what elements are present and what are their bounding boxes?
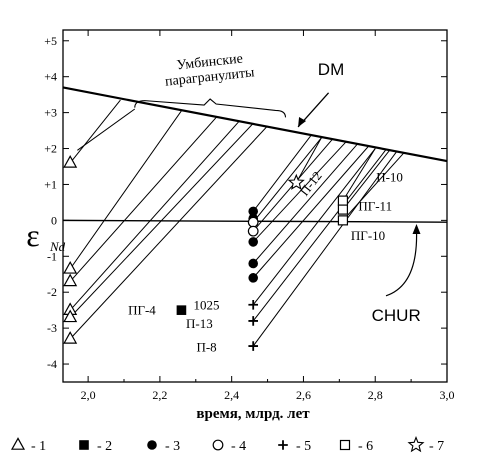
marker-series-3 xyxy=(248,206,259,217)
evolution-line xyxy=(252,148,376,306)
annotation-label: 1025 xyxy=(194,297,220,312)
y-tick-label: +4 xyxy=(44,70,57,84)
axis-ticks: +5 +4 +3 +2 +1 0 -1 -2 -3 -4 2,0 2,2 2,4 2,6 2,8 3,0 xyxy=(44,30,455,402)
marker-series-3 xyxy=(248,237,259,247)
annotation-label: П-8 xyxy=(196,339,216,354)
y-tick-label: -3 xyxy=(47,321,57,335)
evolution-line xyxy=(252,135,312,212)
evolution-line xyxy=(69,121,240,311)
y-tick-label: +3 xyxy=(44,106,57,120)
annotation-label: ПГ-11 xyxy=(358,199,392,214)
legend-label: - 5 xyxy=(296,439,311,454)
evolution-line xyxy=(252,143,358,264)
evolution-line xyxy=(252,141,347,243)
y-axis-label-sub: Nd xyxy=(49,239,66,254)
evolution-line xyxy=(252,137,322,223)
x-tick-label: 2,6 xyxy=(296,388,311,402)
legend-marker-4 xyxy=(212,439,224,451)
evolution-line xyxy=(342,148,376,201)
evolution-lines xyxy=(69,99,405,347)
evolution-line xyxy=(69,123,254,318)
evolution-line xyxy=(69,110,182,270)
annotation-label: Умбинские xyxy=(176,52,244,74)
marker-series-5 xyxy=(248,341,259,351)
marker-series-6 xyxy=(337,195,349,206)
legend: - 1 - 2 - 3 - 4 - 5 - 6 - 7 xyxy=(10,436,444,454)
y-axis-label-group: ε Nd xyxy=(26,217,65,254)
reference-line-dm xyxy=(62,86,448,163)
evolution-line xyxy=(342,150,390,210)
annotation-label: П-13 xyxy=(186,316,213,331)
evolution-line xyxy=(252,149,387,322)
evolution-line xyxy=(69,99,121,164)
legend-marker-3 xyxy=(147,440,157,450)
marker-series-4 xyxy=(247,216,259,228)
annotation-label: DM xyxy=(318,60,344,79)
marker-series-1 xyxy=(63,331,78,344)
annotation-label: П-12 xyxy=(297,168,325,198)
x-tick-label: 2,8 xyxy=(368,388,383,402)
legend-label: - 7 xyxy=(429,439,444,454)
evolution-line xyxy=(69,115,218,282)
marker-series-3 xyxy=(248,273,259,283)
marker-series-1 xyxy=(63,155,78,168)
evolution-line xyxy=(342,152,405,221)
marker-series-1 xyxy=(63,273,78,287)
legend-marker-2 xyxy=(79,440,89,450)
data-markers xyxy=(63,155,349,351)
annotation-label: П-10 xyxy=(376,170,403,185)
annotation-label: ПГ-10 xyxy=(351,228,385,243)
y-axis-label: ε xyxy=(26,217,39,253)
x-tick-label: 2,2 xyxy=(152,388,167,402)
marker-series-1 xyxy=(63,261,78,274)
marker-series-5 xyxy=(248,299,259,310)
legend-marker-1 xyxy=(10,437,26,450)
plot-frame xyxy=(62,29,448,383)
y-tick-label: +1 xyxy=(44,177,57,191)
x-tick-label: 2,0 xyxy=(81,388,96,402)
y-tick-label: +2 xyxy=(44,142,57,156)
legend-label: - 4 xyxy=(231,439,246,454)
y-axis-label-main: ε xyxy=(26,217,39,253)
marker-series-2 xyxy=(176,305,187,315)
legend-label: - 2 xyxy=(97,439,112,454)
legend-label: - 6 xyxy=(358,439,373,454)
y-tick-label: +5 xyxy=(44,34,57,48)
x-axis-label: время, млрд. лет xyxy=(196,406,310,422)
y-tick-label: 0 xyxy=(51,213,57,227)
marker-series-1 xyxy=(63,309,78,323)
dm-arrow-head xyxy=(298,116,307,127)
marker-series-7 xyxy=(287,173,305,190)
y-tick-label: -2 xyxy=(47,285,57,299)
annotation-label: ПГ-4 xyxy=(128,302,156,317)
x-axis-label-group: время, млрд. лет xyxy=(196,406,310,422)
marker-series-4 xyxy=(247,225,259,237)
brace-pointer-line xyxy=(77,108,136,151)
legend-marker-7 xyxy=(407,436,425,453)
marker-series-5 xyxy=(248,316,259,326)
y-tick-label: -4 xyxy=(47,357,57,371)
chur-arrow-head xyxy=(412,223,421,234)
marker-series-6 xyxy=(337,215,349,226)
x-tick-label: 2,4 xyxy=(224,388,239,402)
legend-marker-5 xyxy=(278,440,288,450)
chur-arrow-line xyxy=(385,229,418,297)
y-tick-label: -1 xyxy=(47,249,57,263)
legend-label: - 3 xyxy=(165,439,180,454)
legend-marker-6 xyxy=(339,439,351,451)
plot-border xyxy=(62,29,448,383)
evolution-line xyxy=(252,146,369,279)
marker-series-6 xyxy=(337,204,349,215)
evolution-line xyxy=(252,151,398,347)
evolution-line xyxy=(69,125,268,340)
x-tick-label: 3,0 xyxy=(440,388,455,402)
marker-series-3 xyxy=(248,258,259,269)
label-brace xyxy=(134,98,287,118)
legend-label: - 1 xyxy=(31,439,46,454)
annotation-label: CHUR xyxy=(372,306,421,325)
evolution-line xyxy=(295,137,322,183)
